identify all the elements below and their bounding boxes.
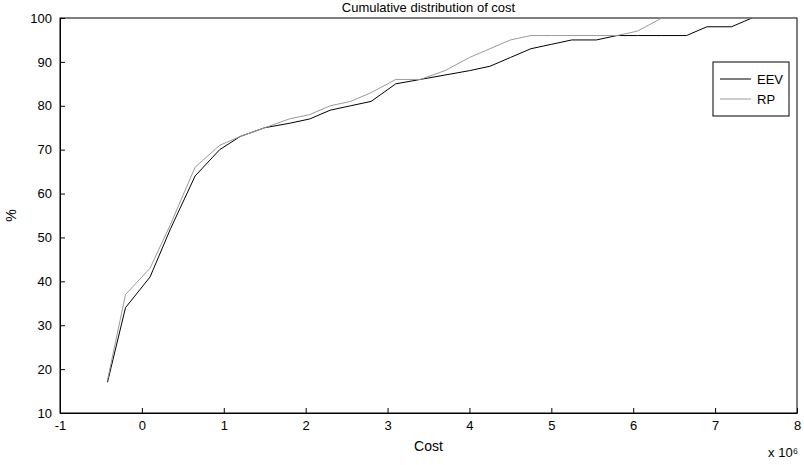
x-tick-mark [633,408,634,413]
y-tick-label: 100 [30,11,52,26]
x-tick-mark [224,408,225,413]
x-tick-mark [306,408,307,413]
annotation: x 10⁶ [768,445,798,460]
x-tick-label: 0 [139,418,146,433]
x-tick-label: 3 [384,418,391,433]
y-tick-mark [60,413,65,414]
x-tick-label: 5 [548,418,555,433]
x-tick-label: 8 [794,418,801,433]
x-tick-mark [142,408,143,413]
y-axis-line [60,19,61,414]
x-tick: 0 [139,408,146,433]
x-tick-label: 2 [303,418,310,433]
x-tick-mark [388,408,389,413]
x-tick-label: 4 [466,418,473,433]
y-tick: 70 [38,142,65,157]
y-tick-mark [60,281,65,282]
y-tick-mark [60,325,65,326]
x-tick-label: -1 [55,418,67,433]
y-tick: 30 [38,318,65,333]
y-tick-label: 90 [38,55,52,70]
x-tick: 2 [303,408,310,433]
y-tick-mark [60,369,65,370]
x-tick-mark [469,408,470,413]
x-tick: 4 [466,408,473,433]
title: Cumulative distribution of cost [342,0,516,15]
plot-frame [60,18,797,413]
x-tick-mark [715,408,716,413]
x-axis-title: Cost [414,438,443,454]
y-tick: 40 [38,274,65,289]
y-tick-mark [60,150,65,151]
x-axis: -1 0 1 2 3 4 5 6 7 8 [55,408,801,433]
y-tick: 50 [38,230,65,245]
y-tick-label: 30 [38,318,52,333]
x-tick: 8 [794,408,801,433]
y-tick-label: 50 [38,230,52,245]
y-axis: 10 20 30 40 50 60 70 80 90 100 [30,11,65,421]
y-tick-label: 40 [38,274,52,289]
x-tick: 3 [384,408,391,433]
chart: -1 0 1 2 3 4 5 6 7 8 10 20 30 40 50 60 70 80 90 100 EEV RP Cum… [0,0,804,465]
x-tick-mark [551,408,552,413]
y-tick-mark [60,18,65,19]
y-tick-mark [60,106,65,107]
legend: EEV RP [713,62,789,116]
x-tick: 6 [630,408,637,433]
y-tick-label: 20 [38,362,52,377]
x-tick: 7 [712,408,719,433]
series-line [107,18,751,382]
y-tick-label: 60 [38,186,52,201]
y-tick: 100 [30,11,65,26]
series-group [107,18,751,382]
plot: -1 0 1 2 3 4 5 6 7 8 10 20 30 40 50 60 70 80 90 100 EEV RP [30,11,801,434]
x-tick: 5 [548,408,555,433]
legend-label: EEV [757,72,783,87]
legend-label: RP [757,92,775,107]
series-line [107,18,751,380]
y-tick-label: 80 [38,98,52,113]
x-tick: 1 [221,408,228,433]
y-tick-label: 70 [38,142,52,157]
y-tick-label: 10 [38,406,52,421]
x-axis-line [61,413,798,414]
y-tick-mark [60,194,65,195]
y-tick-mark [60,237,65,238]
x-tick-label: 1 [221,418,228,433]
legend-swatch [720,99,751,100]
legend-swatch [720,79,751,80]
legend-box [713,62,789,116]
y-tick: 60 [38,186,65,201]
x-tick-label: 6 [630,418,637,433]
x-tick-mark [797,408,798,413]
y-tick-mark [60,62,65,63]
y-axis-title: % [3,209,19,221]
y-tick: 20 [38,362,65,377]
x-tick-label: 7 [712,418,719,433]
y-tick: 80 [38,98,65,113]
y-tick: 10 [38,406,65,421]
y-tick: 90 [38,55,65,70]
